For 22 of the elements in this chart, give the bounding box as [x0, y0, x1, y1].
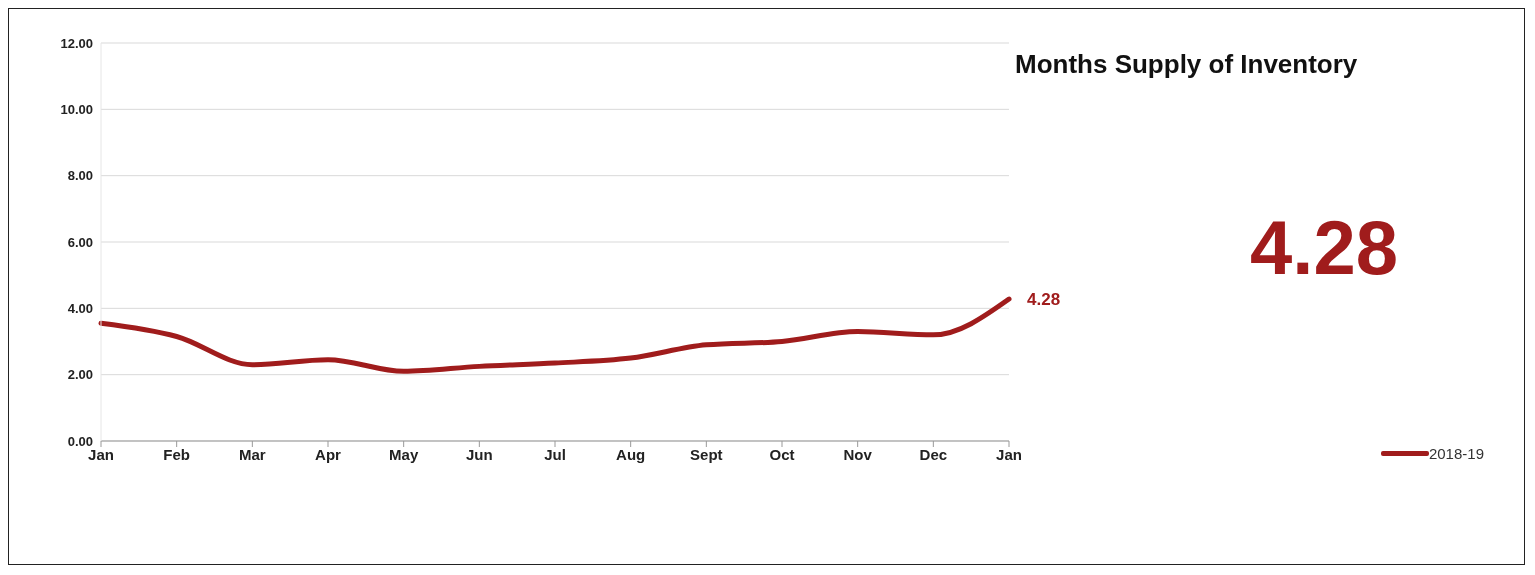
- y-tick-label: 10.00: [60, 101, 93, 117]
- y-tick-label: 6.00: [67, 234, 93, 250]
- y-tick-label: 2.00: [67, 367, 93, 383]
- y-tick-label: 4.00: [67, 300, 93, 316]
- x-tick-label: Mar: [238, 445, 266, 463]
- x-tick-label: Oct: [769, 445, 795, 463]
- legend-label: 2018-19: [1428, 445, 1484, 462]
- data-label: 4.28: [1027, 290, 1061, 310]
- text: Months Supply of Inventory: [1015, 49, 1358, 80]
- x-tick-label: May: [389, 445, 419, 463]
- x-tick-label: Jul: [544, 445, 566, 463]
- x-tick-label: Jan: [996, 445, 1022, 463]
- x-tick-label: Sept: [690, 445, 723, 463]
- x-tick-label: Dec: [919, 445, 948, 463]
- y-tick-label: 8.00: [67, 168, 93, 184]
- x-tick-label: Feb: [163, 445, 190, 463]
- x-tick-label: Nov: [843, 445, 873, 463]
- x-tick-label: Apr: [315, 445, 342, 463]
- x-tick-label: Aug: [616, 445, 646, 463]
- x-tick-label: Jun: [466, 445, 493, 463]
- y-tick-label: 12.00: [60, 35, 93, 51]
- text: 4.28: [1249, 204, 1399, 291]
